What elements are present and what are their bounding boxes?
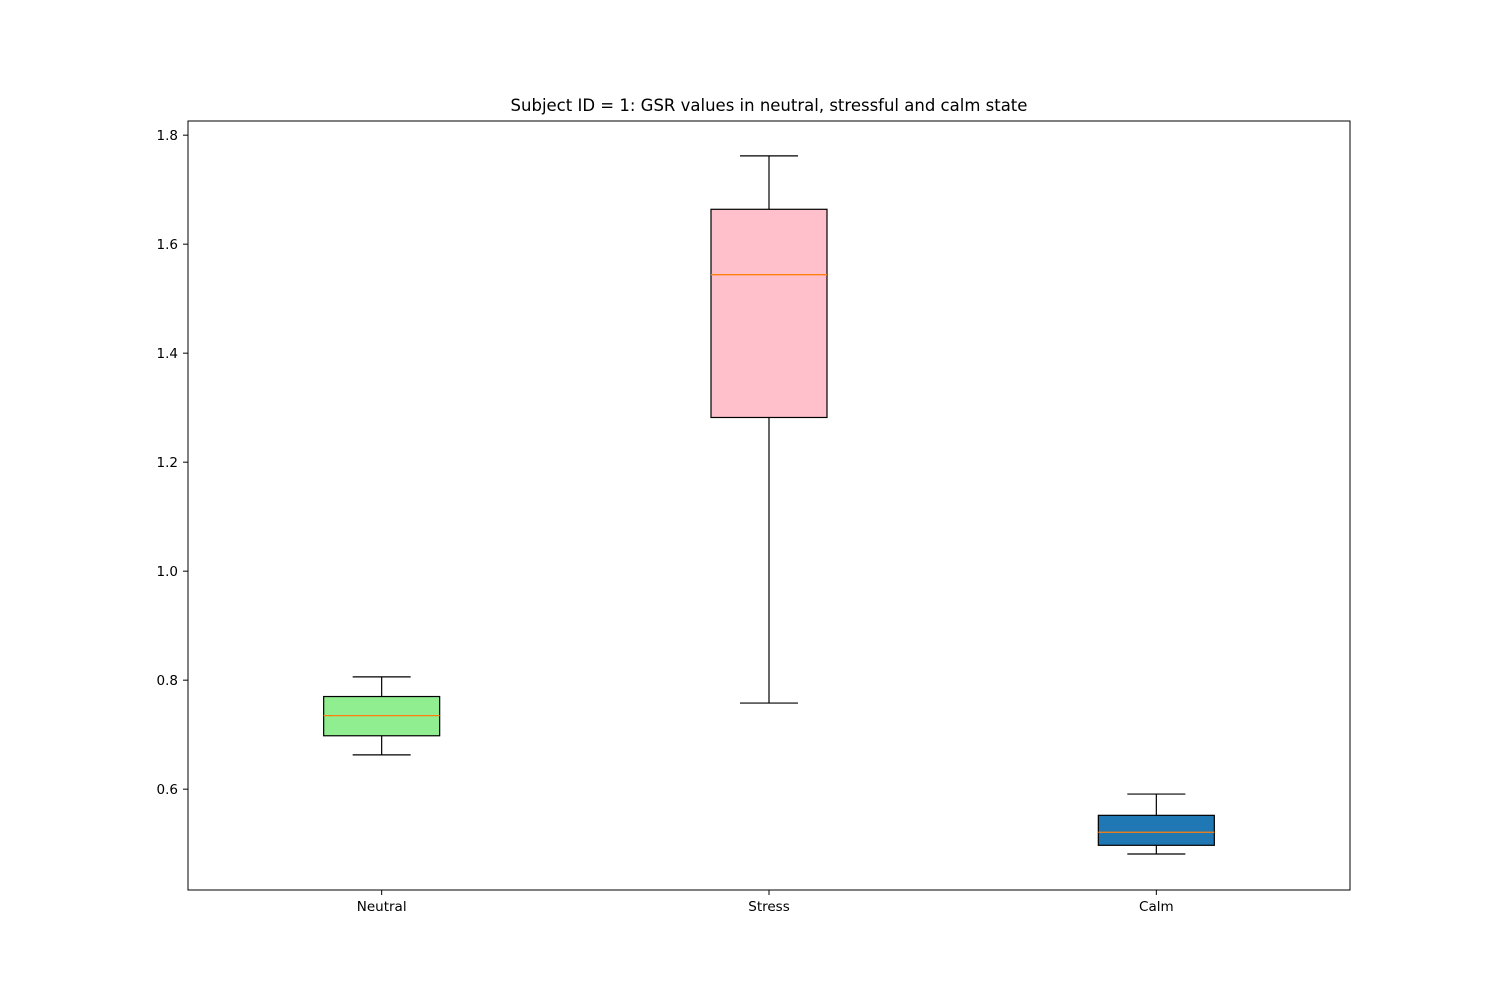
boxes (323, 155, 1215, 855)
x-tick-label: Calm (1139, 899, 1174, 915)
box-calm (1097, 793, 1215, 855)
chart-title: Subject ID = 1: GSR values in neutral, s… (511, 96, 1028, 115)
iqr-box (710, 208, 828, 419)
y-tick-label: 1.2 (157, 455, 178, 471)
y-tick-label: 1.0 (157, 564, 178, 580)
y-axis: 0.6 0.8 1.0 1.2 1.4 1.6 1.8 (157, 128, 188, 798)
y-tick-label: 0.8 (157, 673, 178, 689)
iqr-box (1097, 814, 1215, 846)
y-tick-label: 1.4 (157, 346, 178, 362)
y-tick-label: 1.6 (157, 237, 178, 253)
x-tick-label: Stress (748, 899, 790, 915)
box-neutral (323, 676, 441, 756)
x-axis: Neutral Stress Calm (357, 890, 1174, 915)
x-tick-label: Neutral (357, 899, 407, 915)
y-tick-label: 0.6 (157, 782, 178, 798)
box-stress (710, 155, 828, 704)
y-tick-label: 1.8 (157, 128, 178, 144)
